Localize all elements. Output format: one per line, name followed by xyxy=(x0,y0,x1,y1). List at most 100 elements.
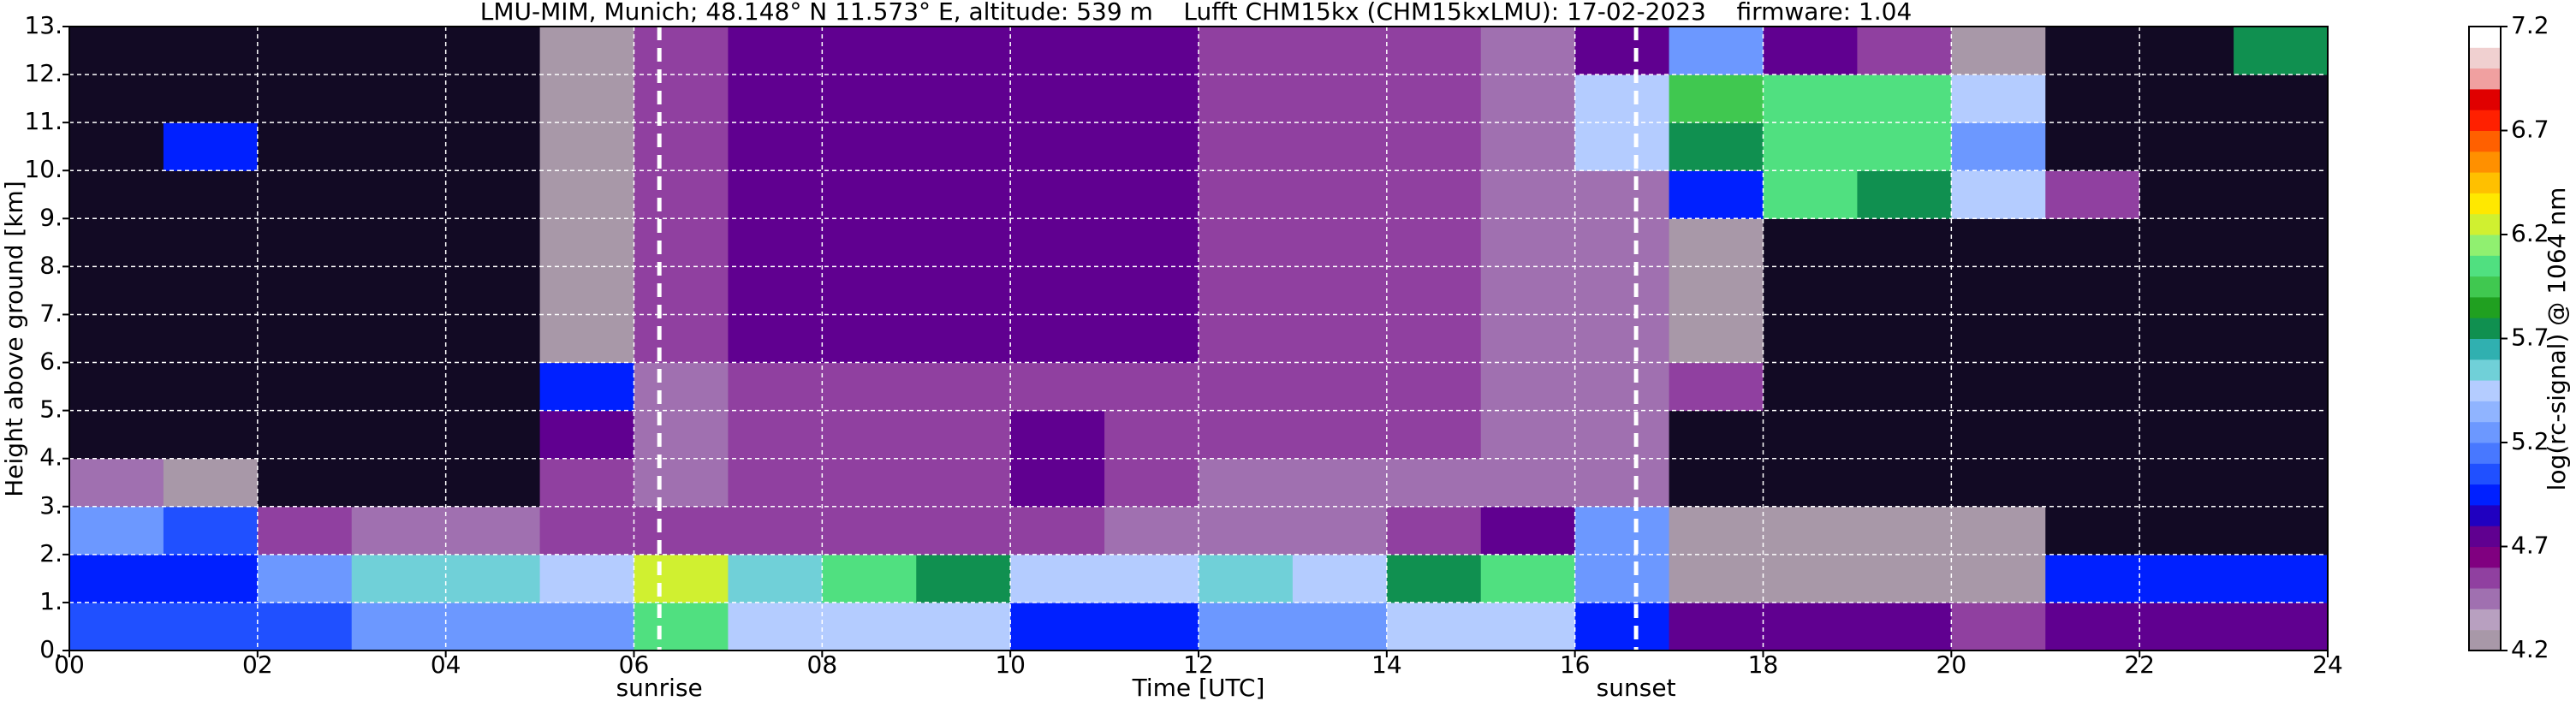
x-tick-label: 00 xyxy=(54,651,85,679)
heatmap-cell xyxy=(1480,602,1576,651)
colorbar-tick-label: 6.2 xyxy=(2511,219,2549,247)
heatmap-cell xyxy=(1010,602,1105,651)
x-tick-label: 16 xyxy=(1560,651,1591,679)
colorbar-segment xyxy=(2469,484,2501,506)
heatmap-cell xyxy=(1292,554,1388,603)
heatmap-cell xyxy=(1574,410,1670,460)
x-tick-label: 10 xyxy=(995,651,1026,679)
heatmap-cell xyxy=(1669,314,1764,364)
heatmap-cell xyxy=(1574,554,1670,603)
heatmap-cell xyxy=(1292,410,1388,460)
heatmap-cell xyxy=(916,458,1011,508)
heatmap-cell xyxy=(257,266,353,315)
heatmap-cell xyxy=(1857,27,1952,75)
x-tick-label: 06 xyxy=(619,651,650,679)
heatmap-cell xyxy=(539,410,634,460)
heatmap-cell xyxy=(1292,170,1388,219)
heatmap-cell xyxy=(1104,122,1199,171)
heatmap-cell xyxy=(539,458,634,508)
heatmap-cell xyxy=(1669,506,1764,556)
heatmap-cell xyxy=(1386,602,1482,651)
heatmap-cell xyxy=(351,170,447,219)
heatmap-cell xyxy=(2234,218,2329,267)
colorbar-segment xyxy=(2469,68,2501,90)
heatmap-cell xyxy=(1010,266,1105,315)
heatmap-cell xyxy=(2045,506,2140,556)
heatmap-cell xyxy=(728,170,823,219)
heatmap-cell xyxy=(1386,506,1482,556)
heatmap-cell xyxy=(1574,218,1670,267)
heatmap-cell xyxy=(634,362,729,412)
heatmap-cell xyxy=(257,602,353,651)
heatmap-cell xyxy=(2045,314,2140,364)
annotation-label: sunrise xyxy=(616,674,703,702)
y-tick-label: 10. xyxy=(24,155,62,183)
heatmap-cell xyxy=(1104,74,1199,123)
heatmap-cell xyxy=(1292,266,1388,315)
heatmap-cell xyxy=(1480,314,1576,364)
heatmap-cell xyxy=(257,410,353,460)
heatmap-cell xyxy=(822,362,917,412)
heatmap-cell xyxy=(2139,218,2234,267)
heatmap-cell xyxy=(1010,314,1105,364)
heatmap-cell xyxy=(1199,314,1294,364)
heatmap-cell xyxy=(1574,74,1670,123)
heatmap-cell xyxy=(1574,506,1670,556)
x-tick-label: 02 xyxy=(242,651,273,679)
heatmap-cell xyxy=(69,74,164,123)
heatmap-cell xyxy=(1951,362,2046,412)
heatmap-cell xyxy=(2234,27,2329,75)
heatmap-cell xyxy=(1010,362,1105,412)
colorbar-segment xyxy=(2469,47,2501,69)
heatmap-cell xyxy=(634,602,729,651)
heatmap-cell xyxy=(1669,602,1764,651)
heatmap-cell xyxy=(634,458,729,508)
heatmap-cell xyxy=(916,506,1011,556)
y-tick-label: 4. xyxy=(39,443,62,472)
heatmap-cell xyxy=(822,74,917,123)
heatmap-cell xyxy=(351,27,447,75)
heatmap-cell xyxy=(69,506,164,556)
heatmap-cell xyxy=(822,218,917,267)
heatmap-cell xyxy=(1857,266,1952,315)
plot-frame xyxy=(68,26,2329,651)
x-tick-label: 22 xyxy=(2124,651,2155,679)
heatmap-cell xyxy=(445,122,541,171)
heatmap-cell xyxy=(916,362,1011,412)
heatmap-cell xyxy=(1010,458,1105,508)
heatmap-cell xyxy=(728,122,823,171)
heatmap-cell xyxy=(69,458,164,508)
heatmap-cell xyxy=(539,266,634,315)
colorbar-segment xyxy=(2469,130,2501,152)
heatmap-cell xyxy=(257,554,353,603)
heatmap-cell xyxy=(1010,27,1105,75)
heatmap-cell xyxy=(2045,362,2140,412)
heatmap-cell xyxy=(1763,554,1858,603)
heatmap-cell xyxy=(728,458,823,508)
y-tick-label: 9. xyxy=(39,203,62,231)
heatmap-cell xyxy=(69,170,164,219)
colorbar-segment xyxy=(2469,463,2501,485)
heatmap-cell xyxy=(634,410,729,460)
colorbar-tick-label: 5.7 xyxy=(2511,324,2549,352)
heatmap-cell xyxy=(445,314,541,364)
heatmap-cell xyxy=(1199,362,1294,412)
heatmap-cell xyxy=(539,27,634,75)
heatmap-cell xyxy=(1104,266,1199,315)
heatmap-cell xyxy=(445,74,541,123)
heatmap-cell xyxy=(1857,122,1952,171)
heatmap-cell xyxy=(1104,314,1199,364)
heatmap-cell xyxy=(822,554,917,603)
heatmap-cell xyxy=(163,602,259,651)
heatmap-cell xyxy=(2139,506,2234,556)
heatmap-cell xyxy=(1951,27,2046,75)
heatmap-cell xyxy=(1292,362,1388,412)
heatmap-cell xyxy=(445,27,541,75)
heatmap-cell xyxy=(2045,458,2140,508)
colorbar-segment xyxy=(2469,380,2501,401)
heatmap-cell xyxy=(257,218,353,267)
heatmap-cell xyxy=(1199,554,1294,603)
colorbar-label: log(rc-signal) @ 1064 nm xyxy=(2543,187,2571,491)
heatmap-cell xyxy=(1104,410,1199,460)
